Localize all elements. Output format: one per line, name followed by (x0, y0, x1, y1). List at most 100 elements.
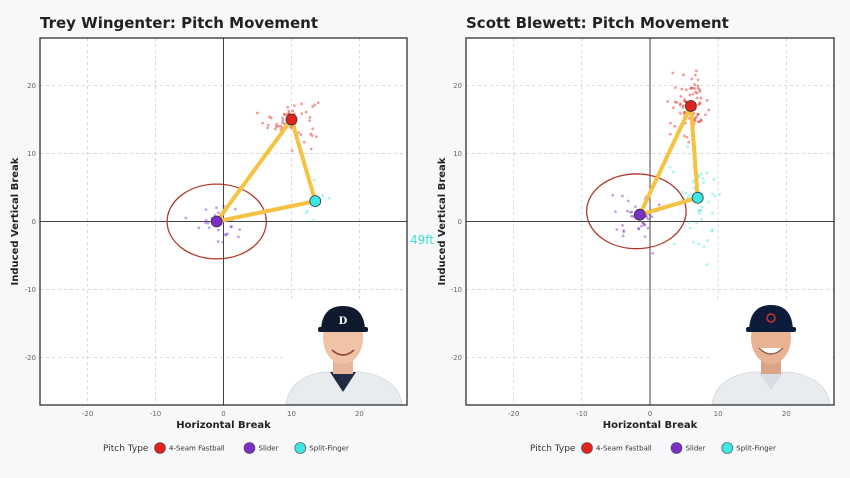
movement-ellipse (585, 173, 687, 250)
scatter-point (699, 96, 703, 100)
scatter-point (204, 208, 208, 212)
scatter-point (229, 225, 233, 229)
scatter-point (678, 103, 682, 107)
scatter-point (698, 209, 702, 213)
x-tick-label: 0 (648, 410, 652, 418)
scatter-point (673, 125, 677, 128)
scatter-point (642, 223, 646, 227)
scatter-point (700, 205, 704, 209)
scatter-point (625, 209, 629, 213)
scatter-point (686, 145, 690, 148)
scatter-point (690, 77, 694, 81)
scatter-point (236, 235, 240, 239)
cap-icon (321, 306, 365, 330)
x-tick-label: -20 (508, 410, 519, 418)
scatter-point (711, 211, 714, 215)
legend-label: Slider (259, 445, 279, 453)
legend-swatch (243, 442, 256, 454)
scatter-point (287, 109, 291, 113)
scatter-point (682, 99, 686, 103)
scatter-point (314, 135, 318, 139)
x-tick-label: -20 (82, 410, 93, 418)
y-tick-label: -20 (451, 354, 462, 362)
scatter-point (693, 87, 697, 90)
scatter-point (206, 221, 210, 225)
scatter-point (275, 122, 278, 126)
scatter-point (702, 245, 706, 248)
legend-label: Slider (686, 445, 706, 453)
scatter-point (651, 251, 654, 255)
scatter-point (611, 193, 615, 197)
scatter-point (696, 84, 700, 88)
cap-logo-icon (766, 313, 776, 323)
scatter-point (675, 101, 679, 104)
y-tick-label: 20 (27, 82, 36, 90)
scatter-point (685, 135, 689, 139)
scatter-point (621, 194, 624, 198)
scatter-point (291, 109, 295, 113)
cap-logo-icon: D (339, 316, 348, 327)
y-tick-label: 20 (453, 82, 462, 90)
y-tick-label: 10 (453, 150, 462, 158)
scatter-point (290, 149, 294, 153)
scatter-point (309, 147, 313, 151)
scatter-point (700, 218, 704, 221)
scatter-point (287, 111, 291, 115)
distance-overlay-label: 49ft (410, 233, 434, 247)
tick-labels: -20 -10 0 10 20 -20 -10 0 10 20 (451, 82, 791, 418)
tick-labels: -20 -10 0 10 20 -20 -10 0 10 20 (25, 82, 364, 418)
scatter-point (297, 131, 300, 134)
scatter-point (204, 218, 208, 222)
x-tick-label: 10 (714, 410, 723, 418)
scatter-point (698, 120, 701, 124)
chart-title: Scott Blewett: Pitch Movement (466, 14, 729, 32)
x-tick-label: -10 (150, 410, 161, 418)
scatter-point (705, 171, 709, 175)
arsenal-triangle (214, 117, 318, 224)
y-axis-title: Induced Vertical Break (10, 157, 21, 285)
scatter-point (698, 90, 702, 93)
scatter-point (308, 119, 312, 123)
scatter-point (684, 88, 688, 92)
scatter-point (688, 194, 692, 197)
scatter-point (276, 124, 280, 128)
scatter-point (281, 116, 285, 120)
scatter-point (696, 120, 700, 124)
scatter-point (682, 73, 685, 77)
scatter-point (224, 232, 227, 236)
scatter-point (705, 263, 709, 267)
scatter-point (671, 106, 675, 110)
collar-shape (330, 372, 356, 392)
scatter-point (697, 242, 701, 246)
scatter-point (692, 186, 696, 190)
legend-swatch (581, 442, 593, 454)
player-photo: D (283, 300, 405, 405)
scatter-point (673, 100, 677, 104)
scatter-point (266, 126, 270, 130)
scatter-point (707, 200, 710, 204)
legend-label: 4-Seam Fastball (169, 445, 225, 453)
scatter-point (695, 91, 699, 95)
scatter-point (311, 105, 315, 108)
scatter-point (313, 103, 317, 107)
scatter-point (621, 223, 624, 227)
scatter-point (207, 226, 211, 230)
scatter-point (674, 86, 677, 89)
pitch-mean-marker (285, 113, 298, 126)
scatter-point (289, 126, 293, 129)
scatter-point (621, 234, 625, 238)
scatter-point (695, 115, 698, 119)
scatter-point (711, 228, 714, 232)
y-axis-title: Induced Vertical Break (437, 157, 448, 285)
scatter-point (684, 191, 688, 195)
scatter-point (615, 228, 619, 231)
scatter-point (693, 116, 697, 120)
scatter-point (673, 242, 676, 246)
scatter-point (696, 113, 699, 116)
scatter-point (693, 73, 697, 77)
scatter-point (671, 170, 675, 174)
scatter-point (184, 216, 188, 220)
scatter-point (671, 71, 675, 75)
scatter-point (668, 165, 672, 169)
scatter-point (300, 102, 304, 106)
